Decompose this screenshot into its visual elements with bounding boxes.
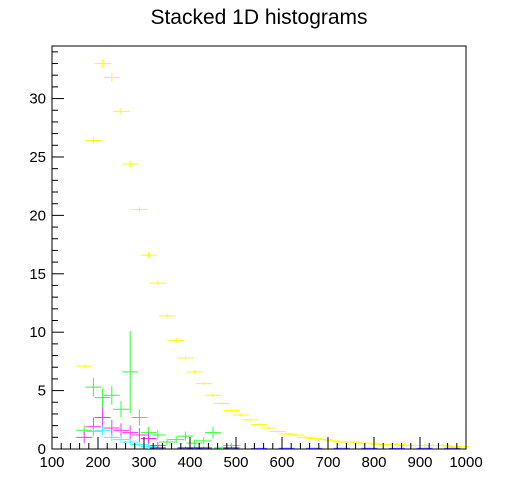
data-point bbox=[140, 432, 157, 445]
x-tick-label: 100 bbox=[39, 454, 64, 471]
data-point bbox=[103, 73, 120, 82]
y-tick-label: 20 bbox=[29, 207, 46, 224]
data-point bbox=[113, 436, 129, 444]
data-point bbox=[149, 280, 166, 286]
data-point bbox=[361, 441, 378, 445]
x-tick-label: 900 bbox=[407, 454, 432, 471]
data-point bbox=[131, 441, 148, 447]
data-point bbox=[297, 436, 313, 439]
data-point bbox=[159, 313, 175, 319]
y-tick-label: 5 bbox=[38, 383, 46, 400]
data-point bbox=[343, 440, 359, 444]
x-tick-label: 800 bbox=[361, 454, 386, 471]
series-3 bbox=[85, 425, 157, 449]
data-point bbox=[306, 437, 323, 440]
data-point bbox=[168, 436, 185, 444]
y-tick-label: 25 bbox=[29, 149, 46, 166]
x-tick-label: 1000 bbox=[449, 454, 482, 471]
data-point bbox=[122, 425, 139, 440]
data-point bbox=[416, 447, 433, 449]
x-tick-label: 200 bbox=[85, 454, 110, 471]
data-point bbox=[306, 447, 323, 449]
data-point bbox=[177, 431, 194, 441]
data-point bbox=[94, 388, 111, 407]
data-point bbox=[444, 447, 461, 449]
y-tick-label: 15 bbox=[29, 266, 46, 283]
data-point bbox=[76, 364, 93, 368]
data-point bbox=[85, 377, 102, 397]
data-point bbox=[205, 426, 221, 439]
data-point bbox=[186, 370, 203, 374]
data-point bbox=[85, 426, 102, 437]
data-point bbox=[103, 433, 120, 441]
data-point bbox=[140, 252, 157, 259]
data-point bbox=[113, 107, 129, 115]
data-point bbox=[251, 447, 267, 449]
data-point bbox=[278, 432, 295, 435]
data-point bbox=[195, 437, 212, 445]
data-point bbox=[103, 385, 120, 405]
data-point bbox=[260, 426, 277, 430]
y-tick-label: 30 bbox=[29, 91, 46, 108]
data-point bbox=[76, 431, 93, 444]
data-point bbox=[223, 409, 240, 412]
chart-title: Stacked 1D histograms bbox=[150, 6, 367, 29]
data-point bbox=[315, 438, 332, 441]
data-point bbox=[94, 406, 111, 428]
series-2 bbox=[76, 406, 166, 449]
x-tick-label: 400 bbox=[177, 454, 202, 471]
data-point bbox=[453, 445, 470, 448]
y-tick-label: 10 bbox=[29, 324, 46, 341]
x-tick-label: 500 bbox=[223, 454, 248, 471]
series-0 bbox=[76, 59, 470, 448]
data-point bbox=[140, 444, 157, 449]
data-point bbox=[168, 338, 185, 343]
data-point bbox=[122, 160, 139, 168]
data-point bbox=[214, 402, 231, 405]
data-point bbox=[94, 425, 111, 435]
data-point bbox=[435, 444, 451, 447]
data-point bbox=[324, 439, 341, 442]
data-point bbox=[131, 206, 148, 213]
data-point bbox=[113, 423, 129, 438]
data-point bbox=[278, 447, 295, 449]
series-4 bbox=[149, 446, 461, 449]
data-point bbox=[186, 439, 203, 447]
data-point bbox=[287, 433, 304, 437]
y-tick-label: 0 bbox=[38, 441, 46, 458]
data-point bbox=[122, 438, 139, 446]
data-point bbox=[195, 446, 212, 449]
data-point bbox=[177, 356, 194, 360]
data-point bbox=[269, 430, 286, 433]
data-point bbox=[232, 413, 249, 417]
data-point bbox=[241, 418, 258, 421]
x-tick-label: 300 bbox=[131, 454, 156, 471]
data-point bbox=[131, 409, 148, 426]
data-point bbox=[205, 393, 221, 398]
data-point bbox=[103, 419, 120, 437]
data-point bbox=[389, 447, 405, 449]
data-point bbox=[85, 137, 102, 145]
data-point bbox=[149, 446, 166, 449]
data-point bbox=[195, 381, 212, 386]
data-point bbox=[94, 59, 111, 68]
data-point bbox=[131, 427, 148, 442]
data-point bbox=[149, 430, 166, 440]
data-point bbox=[113, 401, 129, 418]
x-tick-label: 700 bbox=[315, 454, 340, 471]
data-point bbox=[122, 331, 139, 413]
data-point bbox=[159, 438, 175, 446]
data-point bbox=[361, 447, 378, 449]
data-point bbox=[333, 447, 350, 449]
data-point bbox=[223, 446, 240, 449]
data-point bbox=[251, 423, 267, 426]
x-tick-label: 600 bbox=[269, 454, 294, 471]
data-point bbox=[389, 443, 405, 446]
